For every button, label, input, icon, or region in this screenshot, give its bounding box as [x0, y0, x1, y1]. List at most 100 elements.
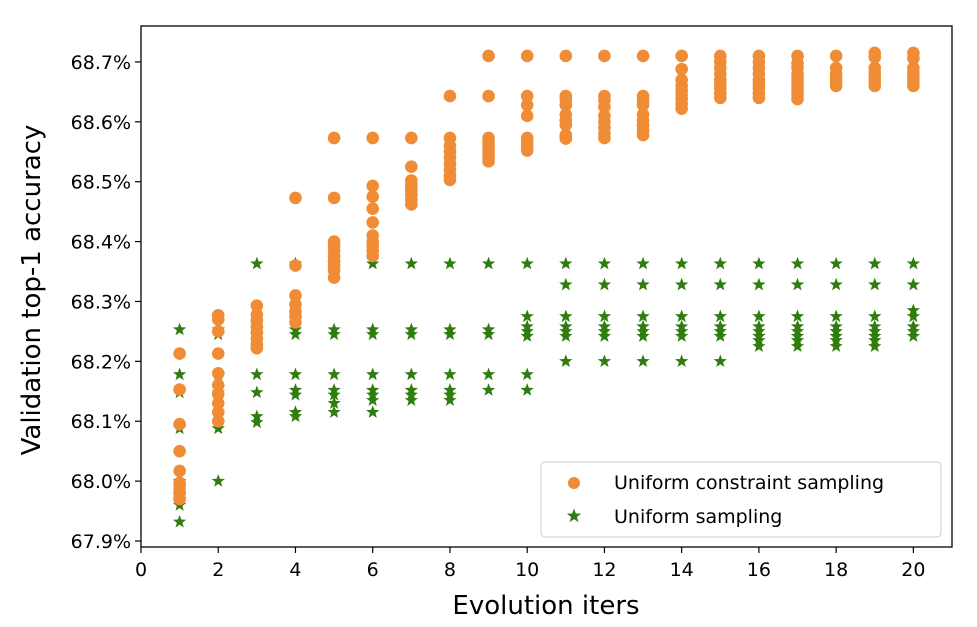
data-point-uniform-constraint-sampling: [520, 89, 534, 103]
data-point-uniform-sampling: [366, 405, 380, 418]
data-point-uniform-sampling: [597, 256, 612, 270]
y-tick-label: 68.0%: [71, 471, 131, 493]
legend-marker-uniform-sampling: [566, 508, 582, 523]
data-point-uniform-sampling: [868, 256, 882, 270]
data-point-uniform-constraint-sampling: [520, 98, 534, 112]
x-axis-label: Evolution iters: [452, 591, 639, 621]
data-point-uniform-sampling: [288, 327, 303, 341]
data-point-uniform-sampling: [675, 277, 689, 291]
data-point-uniform-constraint-sampling: [366, 216, 380, 229]
data-point-uniform-sampling: [559, 277, 573, 291]
data-point-uniform-constraint-sampling: [366, 249, 380, 263]
data-point-uniform-sampling: [404, 327, 418, 341]
data-point-uniform-constraint-sampling: [520, 109, 534, 123]
data-point-uniform-sampling: [327, 367, 341, 381]
data-point-uniform-constraint-sampling: [520, 49, 534, 63]
data-point-uniform-constraint-sampling: [443, 89, 457, 103]
y-tick-label: 68.6%: [71, 112, 131, 134]
data-point-uniform-sampling: [366, 367, 380, 381]
data-point-uniform-constraint-sampling: [598, 49, 611, 63]
data-point-uniform-constraint-sampling: [868, 50, 882, 64]
data-point-uniform-constraint-sampling: [173, 464, 186, 478]
data-point-uniform-sampling: [443, 327, 457, 341]
data-point-uniform-sampling: [790, 256, 805, 270]
data-point-uniform-sampling: [636, 329, 650, 342]
y-axis: 67.9% 68.0% 68.1% 68.2% 68.3% 68.4% 68.5% 68.6%…: [71, 52, 141, 553]
x-tick-label: 18: [824, 559, 848, 581]
data-point-uniform-constraint-sampling: [868, 79, 882, 93]
data-point-uniform-sampling: [327, 327, 341, 341]
data-point-uniform-constraint-sampling: [211, 387, 225, 401]
data-point-uniform-sampling: [520, 383, 534, 396]
data-point-uniform-constraint-sampling: [250, 341, 264, 355]
data-point-uniform-constraint-sampling: [598, 100, 611, 114]
data-point-uniform-constraint-sampling: [211, 313, 225, 326]
data-point-uniform-constraint-sampling: [482, 89, 495, 103]
data-point-uniform-sampling: [636, 277, 650, 291]
data-point-uniform-sampling: [559, 309, 573, 323]
data-point-uniform-constraint-sampling: [211, 325, 225, 338]
x-tick-label: 12: [592, 559, 616, 581]
data-point-uniform-sampling: [366, 327, 380, 341]
data-point-uniform-sampling: [597, 309, 612, 323]
data-point-uniform-constraint-sampling: [289, 316, 302, 329]
y-tick-label: 68.1%: [71, 411, 131, 433]
data-point-uniform-constraint-sampling: [752, 91, 766, 105]
data-point-uniform-constraint-sampling: [559, 49, 573, 63]
data-point-uniform-sampling: [559, 329, 573, 342]
data-point-uniform-constraint-sampling: [713, 91, 727, 105]
data-point-uniform-constraint-sampling: [211, 396, 225, 410]
data-point-uniform-sampling: [752, 277, 766, 291]
data-point-uniform-constraint-sampling: [405, 160, 418, 174]
data-point-uniform-constraint-sampling: [829, 49, 843, 63]
data-point-uniform-sampling: [481, 327, 496, 341]
data-point-uniform-sampling: [443, 367, 457, 381]
data-point-uniform-constraint-sampling: [675, 49, 688, 63]
data-point-uniform-sampling: [713, 256, 727, 270]
data-point-uniform-sampling: [481, 367, 496, 381]
x-tick-label: 8: [444, 559, 456, 581]
data-point-uniform-sampling: [559, 354, 573, 368]
data-point-uniform-constraint-sampling: [327, 131, 341, 145]
data-point-uniform-constraint-sampling: [559, 132, 573, 145]
data-point-uniform-sampling: [713, 354, 727, 368]
legend-marker-uniform-constraint-sampling: [568, 477, 580, 489]
data-point-uniform-constraint-sampling: [327, 191, 341, 205]
data-marks: [172, 46, 921, 528]
data-point-uniform-sampling: [172, 514, 187, 528]
x-tick-label: 4: [289, 559, 301, 581]
data-point-uniform-constraint-sampling: [250, 299, 264, 312]
data-point-uniform-sampling: [868, 309, 882, 323]
data-point-uniform-constraint-sampling: [405, 131, 418, 145]
data-point-uniform-constraint-sampling: [173, 444, 186, 458]
data-point-uniform-sampling: [172, 322, 187, 336]
legend-box: [540, 461, 942, 538]
data-point-uniform-sampling: [520, 309, 534, 323]
data-point-uniform-sampling: [327, 405, 341, 418]
data-point-uniform-sampling: [597, 277, 612, 291]
data-point-uniform-constraint-sampling: [675, 62, 688, 76]
data-point-uniform-sampling: [366, 256, 380, 270]
data-point-uniform-constraint-sampling: [907, 79, 920, 93]
data-point-uniform-constraint-sampling: [366, 190, 380, 203]
x-tick-label: 0: [135, 559, 147, 581]
data-point-uniform-sampling: [327, 396, 341, 409]
data-point-uniform-sampling: [906, 256, 921, 270]
data-point-uniform-sampling: [868, 339, 882, 353]
data-point-uniform-sampling: [559, 256, 573, 270]
data-point-uniform-constraint-sampling: [211, 367, 225, 380]
data-point-uniform-sampling: [906, 329, 921, 342]
data-point-uniform-sampling: [404, 256, 418, 270]
x-tick-label: 10: [515, 559, 539, 581]
data-point-uniform-sampling: [250, 367, 264, 381]
data-point-uniform-constraint-sampling: [211, 347, 225, 360]
data-point-uniform-sampling: [250, 256, 264, 270]
data-point-uniform-constraint-sampling: [636, 128, 650, 142]
data-point-uniform-sampling: [404, 393, 418, 406]
data-point-uniform-sampling: [713, 329, 727, 342]
y-axis-label: Validation top-1 accuracy: [17, 125, 47, 456]
data-point-uniform-sampling: [713, 309, 727, 323]
data-point-uniform-constraint-sampling: [598, 131, 611, 145]
data-point-uniform-sampling: [790, 277, 805, 291]
